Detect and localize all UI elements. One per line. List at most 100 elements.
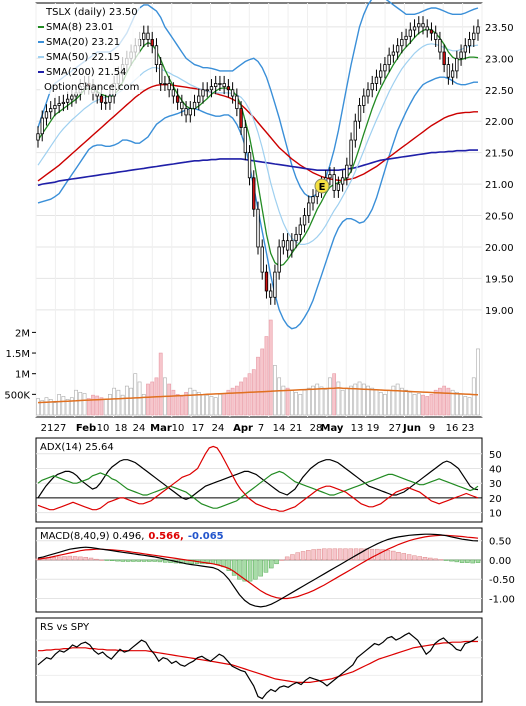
volume-bar [95, 395, 100, 416]
candle-body [49, 108, 53, 113]
macd-tick-label: 0.00 [489, 556, 511, 567]
price-tick-label: 20.00 [485, 243, 514, 254]
candle-body [264, 271, 269, 292]
macd-histogram-bar [322, 548, 327, 561]
adx-tick-label: 10 [489, 509, 502, 520]
volume-bar [146, 383, 150, 416]
volume-bar [99, 397, 104, 416]
candle-body [247, 152, 252, 179]
candle-body [417, 23, 421, 28]
volume-bar [53, 402, 57, 416]
volume-bar [260, 348, 265, 416]
volume-y-axis: 2M 1.5M 1M 500K [4, 328, 30, 401]
macd-histogram-bar [412, 555, 417, 561]
x-tick-label: 21 [41, 423, 54, 434]
macd-signal-value: 0.566, [148, 531, 183, 542]
x-tick-label: 24 [212, 423, 225, 434]
candle-body [201, 89, 205, 97]
rs-average-line [38, 640, 478, 683]
price-tick-label: 23.50 [485, 23, 514, 34]
candle-body [99, 95, 104, 103]
macd-histogram-bar [274, 559, 279, 565]
volume-bar [40, 400, 45, 416]
x-tick-label: 19 [367, 423, 380, 434]
macd-histogram-bar [115, 559, 120, 562]
macd-histogram-bar [369, 548, 375, 561]
candle-body [408, 29, 412, 37]
macd-histogram-bar [109, 559, 115, 561]
candle-body [332, 174, 336, 191]
macd-histogram-bar [131, 559, 136, 562]
legend-sma8: SMA(8) 23.01 [46, 22, 114, 33]
macd-histogram-bar [459, 559, 465, 563]
volume-tick-label: 500K [4, 390, 30, 401]
volume-bar [226, 389, 231, 416]
macd-histogram-bar [337, 548, 343, 561]
volume-bar [467, 397, 472, 416]
macd-histogram-bar [311, 549, 316, 561]
macd-histogram-bar [94, 558, 99, 561]
volume-bar [353, 383, 358, 416]
price-tick-label: 19.50 [485, 274, 514, 285]
volume-bar [209, 396, 214, 416]
volume-bar [421, 394, 425, 416]
macd-histogram-bar [83, 557, 88, 561]
volume-bar [230, 387, 235, 416]
adx-tick-label: 20 [489, 494, 502, 505]
minus-di-line [37, 445, 479, 512]
macd-value: 0.496, [113, 531, 145, 542]
macd-histogram-bar [51, 557, 57, 561]
candle-body [222, 83, 226, 88]
volume-bar [150, 381, 155, 416]
macd-histogram-bar [465, 559, 470, 563]
x-tick-label: Apr [233, 423, 253, 434]
volume-bar [44, 397, 49, 416]
candle-body [345, 164, 349, 179]
macd-tick-label: -1.00 [489, 594, 515, 605]
volume-bar [57, 394, 62, 416]
macd-histogram-bar [300, 551, 306, 561]
x-tick-label: 16 [446, 423, 459, 434]
macd-histogram-bar [348, 548, 354, 561]
candle-body [171, 89, 176, 97]
x-tick-label: 23 [462, 423, 475, 434]
candle-body [353, 120, 357, 141]
x-tick-label: 7 [258, 423, 264, 434]
x-tick-label: 27 [54, 423, 67, 434]
volume-bar [344, 387, 349, 416]
candle-body [340, 177, 345, 185]
candle-body [421, 23, 425, 28]
volume-bar [222, 393, 227, 416]
candle-body [429, 29, 434, 34]
volume-bar [218, 394, 222, 416]
volume-gridlines [32, 331, 36, 395]
adx-line [37, 459, 479, 501]
macd-histogram-bar [152, 559, 157, 562]
volume-average-line [37, 387, 479, 404]
macd-histogram-bar [269, 559, 274, 569]
macd-histogram-bar [67, 555, 73, 561]
legend-sma200: SMA(200) 21.54 [46, 67, 127, 78]
candle-body [425, 26, 429, 31]
x-tick-label: 24 [133, 423, 146, 434]
volume-bar [116, 389, 121, 416]
macd-histogram-bar [422, 557, 428, 561]
macd-histogram-bar [284, 556, 290, 561]
adx-title: ADX(14) 25.64 [40, 442, 114, 453]
candle-body [459, 51, 463, 59]
macd-histogram-bar [136, 559, 141, 562]
price-tick-label: 22.50 [485, 86, 514, 97]
volume-bar [383, 394, 387, 416]
candle-body [256, 208, 260, 248]
volume-bar [69, 397, 74, 416]
macd-lines [37, 533, 479, 608]
adx-tick-label: 50 [489, 450, 502, 461]
volume-bar [315, 383, 320, 416]
volume-bar [201, 394, 205, 416]
candle-body [400, 39, 404, 47]
candle-body [302, 215, 307, 226]
volume-bar [408, 391, 413, 416]
volume-bar [184, 391, 188, 416]
candle-body [252, 177, 256, 210]
